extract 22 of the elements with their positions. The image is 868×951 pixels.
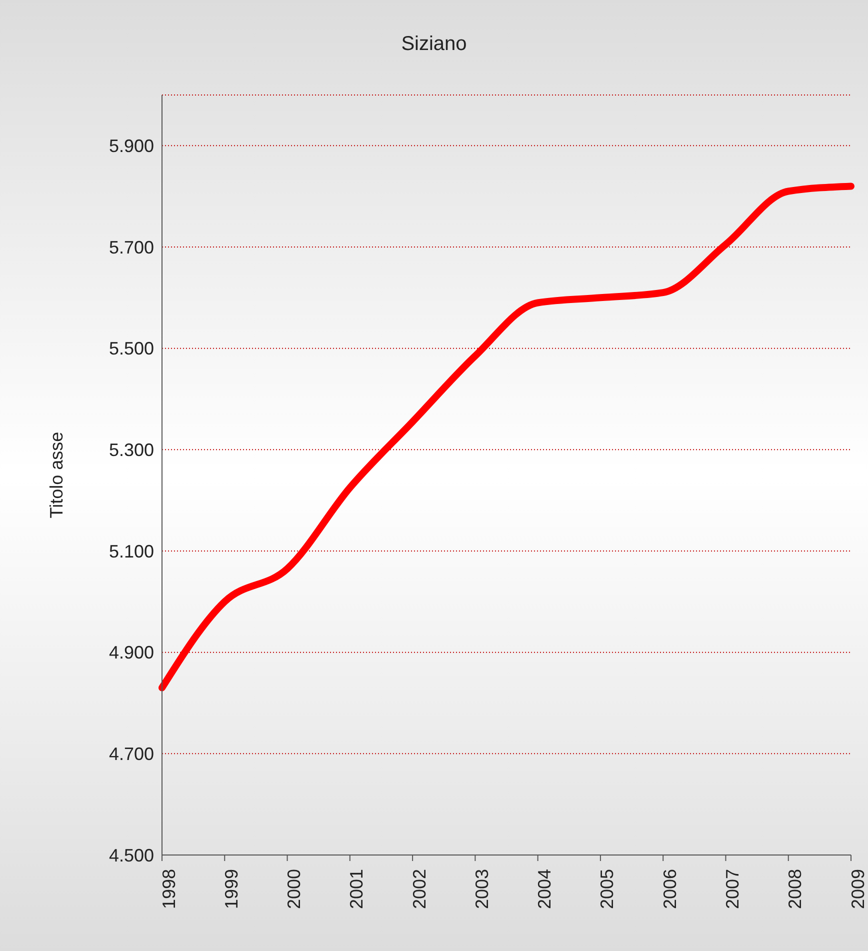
x-tick-label: 2006 bbox=[660, 869, 680, 910]
y-tick-label: 4.500 bbox=[108, 845, 154, 866]
x-tick-label: 2003 bbox=[472, 869, 492, 910]
x-tick-label: 2008 bbox=[785, 869, 806, 910]
x-tick-label: 2005 bbox=[597, 869, 618, 910]
x-tick-label: 2001 bbox=[346, 869, 367, 910]
chart-title: Siziano bbox=[400, 33, 468, 56]
x-tick-label: 2009 bbox=[848, 869, 868, 910]
y-tick-label: 5.700 bbox=[108, 237, 154, 258]
x-tick-label: 2007 bbox=[722, 869, 743, 910]
y-tick-label: 4.900 bbox=[108, 642, 154, 663]
x-tick-label: 1998 bbox=[158, 869, 179, 910]
y-axis-title: Titolo asse bbox=[46, 432, 66, 518]
x-tick-label: 2000 bbox=[284, 869, 304, 910]
y-tick-label: 5.300 bbox=[108, 440, 154, 460]
y-tick-label: 5.900 bbox=[108, 136, 154, 156]
x-tick-label: 2002 bbox=[409, 869, 430, 910]
x-tick-label: 1999 bbox=[221, 869, 242, 910]
y-tick-label: 5.500 bbox=[108, 338, 154, 359]
y-tick-label: 4.700 bbox=[108, 744, 154, 764]
y-tick-label: 5.100 bbox=[108, 541, 154, 562]
x-tick-label: 2004 bbox=[534, 869, 555, 910]
